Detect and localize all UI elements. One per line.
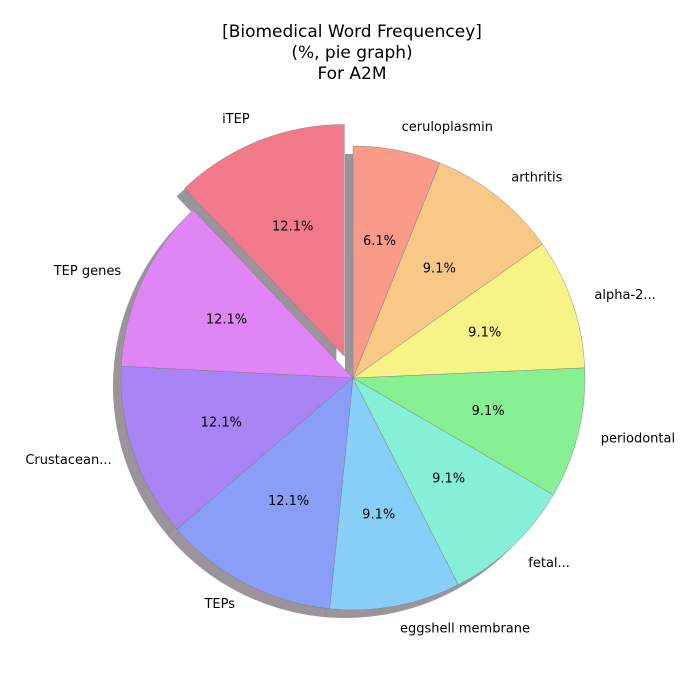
pie-slice-periodontal xyxy=(352,367,586,496)
pie-percent-label-alpha-2: 9.1% xyxy=(468,325,501,340)
pie-percent-label-ceruloplasmin: 6.1% xyxy=(363,234,396,249)
pie-slice-arthritis xyxy=(352,162,543,379)
pie-slice-ceruloplasmin xyxy=(352,145,441,379)
pie-percent-label-itep: 12.1% xyxy=(272,220,313,235)
pie-slice-fetal xyxy=(352,377,554,585)
pie-percent-label-crustacean: 12.1% xyxy=(201,416,242,431)
pie-percent-labels: 12.1% 12.1% 12.1% 12.1% 9.1% 9.1% 9.1% 9.1% 9.1%… xyxy=(201,220,505,523)
pie-slices xyxy=(120,124,586,611)
pie-outer-label-crustacean: Crustacean... xyxy=(25,453,111,468)
pie-outer-label-teps: TEPs xyxy=(203,597,235,612)
pie-slice-teps xyxy=(176,377,354,610)
chart-title-line-3: For A2M xyxy=(317,64,386,84)
pie-percent-label-teps: 12.1% xyxy=(268,494,309,509)
chart-title-line-1: [Biomedical Word Frequencey] xyxy=(222,22,482,42)
pie-percent-label-arthritis: 9.1% xyxy=(423,261,456,276)
pie-outer-labels: iTEP TEP genes Crustacean... TEPs eggshell m… xyxy=(25,112,675,636)
pie-outer-label-periodontal: periodontal xyxy=(601,432,675,447)
pie-slice-itep xyxy=(184,124,345,357)
pie-outer-label-alpha-2: alpha-2... xyxy=(594,288,655,303)
pie-slice-eggshell-membrane xyxy=(329,377,459,611)
pie-outer-label-eggshell-membrane: eggshell membrane xyxy=(400,621,530,636)
pie-percent-label-periodontal: 9.1% xyxy=(472,404,505,419)
pie-slice-crustacean xyxy=(120,366,354,530)
pie-outer-label-arthritis: arthritis xyxy=(511,170,562,185)
pie-outer-label-ceruloplasmin: ceruloplasmin xyxy=(402,120,493,135)
pie-outer-label-tep-genes: TEP genes xyxy=(53,264,122,279)
chart-title-line-2: (%, pie graph) xyxy=(291,43,412,63)
pie-outer-label-fetal: fetal... xyxy=(528,556,570,571)
chart-title: [Biomedical Word Frequencey] (%, pie gra… xyxy=(222,22,482,84)
pie-outer-label-itep: iTEP xyxy=(222,112,250,127)
pie-percent-label-eggshell-membrane: 9.1% xyxy=(362,507,395,522)
pie-slice-alpha-2 xyxy=(352,243,585,379)
pie-slice-tep-genes xyxy=(121,209,354,379)
pie-percent-label-tep-genes: 12.1% xyxy=(206,312,247,327)
pie-percent-label-fetal: 9.1% xyxy=(432,472,465,487)
